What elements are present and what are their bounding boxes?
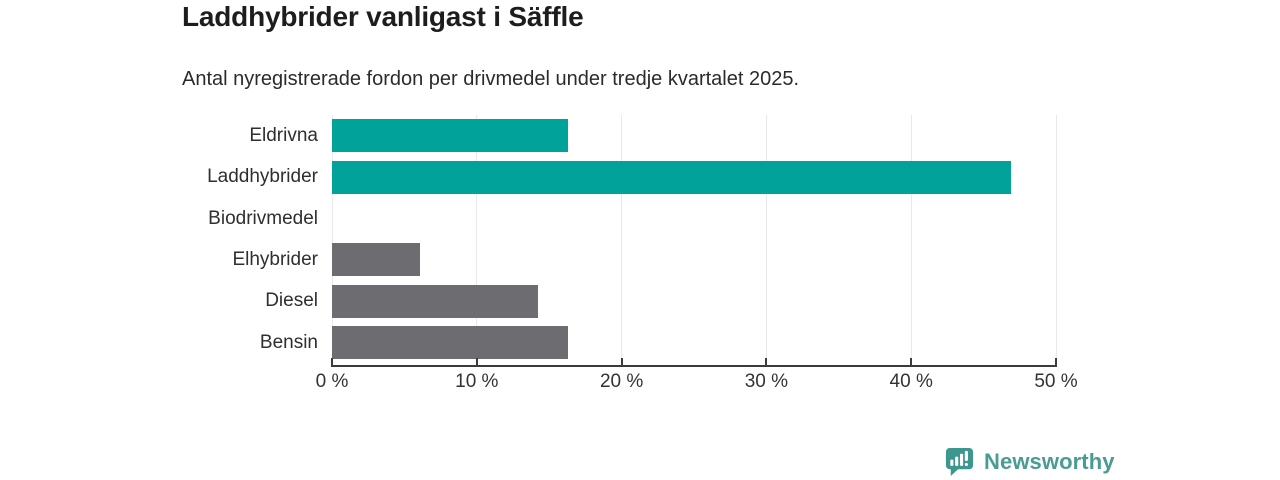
x-axis-tick-label-0: 0 % <box>315 371 349 392</box>
x-axis-tick-label-40: 40 % <box>889 371 933 392</box>
x-axis-tick-label-30: 30 % <box>744 371 789 392</box>
bar-bensin <box>332 325 569 359</box>
newsworthy-wordmark: Newsworthy <box>984 448 1115 474</box>
gridline-40 <box>910 115 912 363</box>
bar-eldrivna <box>332 119 569 153</box>
bar-elhybrider <box>332 243 421 277</box>
newsworthy-bar-chart-bubble-icon <box>944 446 975 477</box>
bar-diesel <box>332 284 538 318</box>
gridline-30 <box>765 115 767 363</box>
x-axis-tick-50 <box>1055 358 1057 367</box>
x-axis-tick-10 <box>475 358 478 367</box>
gridline-20 <box>621 115 623 363</box>
category-label-bensin: Bensin <box>259 331 318 353</box>
gridline-10 <box>476 115 478 363</box>
x-axis-tick-0 <box>331 358 333 367</box>
category-label-biodrivmedel: Biodrivmedel <box>208 207 318 229</box>
category-label-laddhybrider: Laddhybrider <box>207 166 318 188</box>
category-label-elhybrider: Elhybrider <box>232 249 318 270</box>
gridline-50 <box>1055 115 1057 363</box>
x-axis-tick-40 <box>910 358 913 367</box>
gridline-0 <box>331 115 333 363</box>
chart-title: Laddhybrider vanligast i Säffle <box>182 1 584 32</box>
category-label-diesel: Diesel <box>265 290 318 312</box>
x-axis-tick-20 <box>620 358 623 367</box>
x-axis-tick-label-50: 50 % <box>1034 371 1078 392</box>
category-label-eldrivna: Eldrivna <box>249 125 318 146</box>
x-axis-tick-label-10: 10 % <box>455 371 499 392</box>
bar-laddhybrider <box>332 160 1012 194</box>
x-axis-line <box>331 365 1057 367</box>
chart-subtitle: Antal nyregistrerade fordon per drivmede… <box>182 68 800 90</box>
x-axis-tick-30 <box>765 358 768 367</box>
newsworthy-logo: Newsworthy <box>944 446 1115 477</box>
x-axis-tick-label-20: 20 % <box>599 371 644 392</box>
